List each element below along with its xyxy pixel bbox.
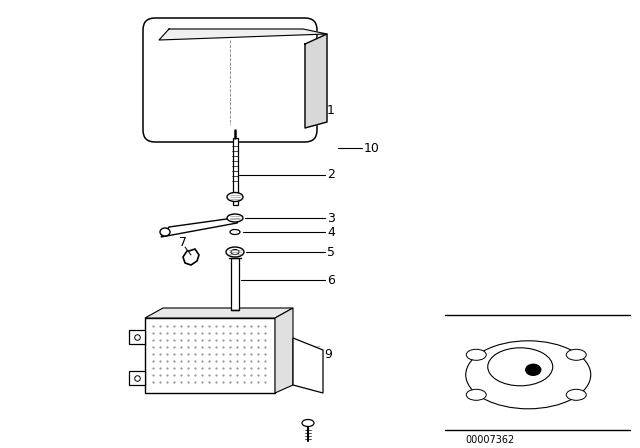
Text: 8: 8 <box>307 349 315 362</box>
Text: 5: 5 <box>327 246 335 258</box>
Ellipse shape <box>160 228 170 236</box>
Ellipse shape <box>488 348 553 386</box>
Ellipse shape <box>226 247 244 257</box>
Ellipse shape <box>525 364 541 375</box>
Ellipse shape <box>227 214 243 222</box>
Polygon shape <box>159 29 327 40</box>
Polygon shape <box>129 330 145 344</box>
Ellipse shape <box>566 349 586 360</box>
Bar <box>233 138 238 205</box>
Text: 00007362: 00007362 <box>465 435 515 445</box>
Bar <box>145 318 275 393</box>
Text: 2: 2 <box>327 168 335 181</box>
FancyBboxPatch shape <box>143 18 317 142</box>
Ellipse shape <box>302 419 314 426</box>
Ellipse shape <box>230 229 240 234</box>
Ellipse shape <box>227 193 243 202</box>
Ellipse shape <box>566 389 586 401</box>
Text: 4: 4 <box>327 225 335 238</box>
Text: 3: 3 <box>327 211 335 224</box>
Text: 6: 6 <box>327 273 335 287</box>
Ellipse shape <box>467 349 486 360</box>
Polygon shape <box>275 308 293 393</box>
Text: 9: 9 <box>324 349 332 362</box>
Polygon shape <box>145 308 293 318</box>
Polygon shape <box>161 217 241 237</box>
Ellipse shape <box>467 389 486 401</box>
Text: 10: 10 <box>364 142 380 155</box>
Polygon shape <box>305 34 327 128</box>
Ellipse shape <box>466 341 591 409</box>
Polygon shape <box>293 338 323 393</box>
Bar <box>231 258 239 310</box>
Polygon shape <box>129 371 145 385</box>
Ellipse shape <box>231 250 239 254</box>
Text: 1: 1 <box>327 103 335 116</box>
Text: 7: 7 <box>179 236 187 249</box>
